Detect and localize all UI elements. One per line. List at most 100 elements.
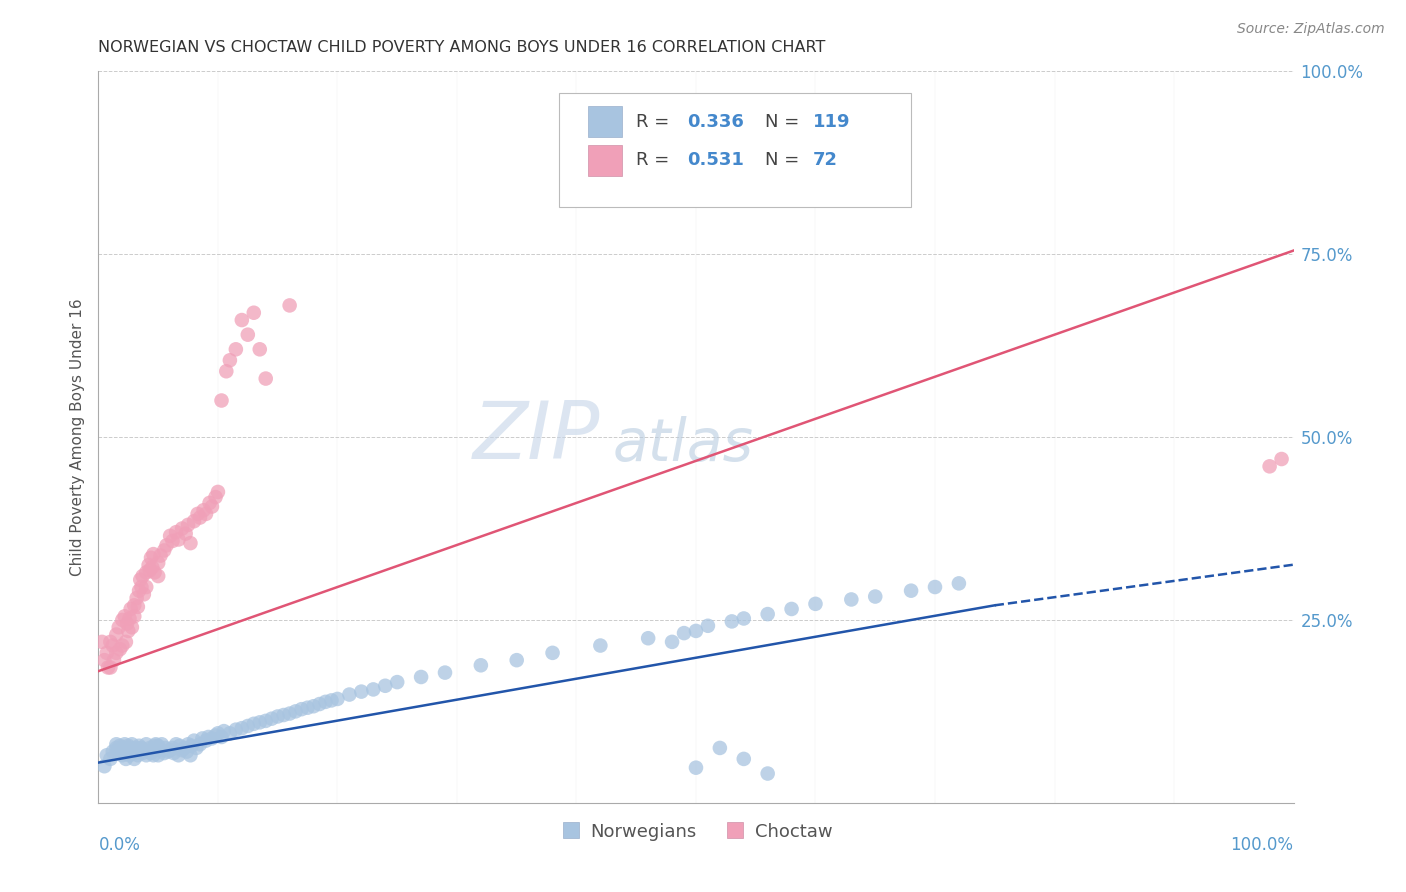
Point [186, 740, 208, 755]
Point [541, 646, 564, 660]
Point [93, 759, 115, 773]
Point [127, 748, 149, 763]
FancyBboxPatch shape [589, 145, 621, 176]
Point [187, 507, 209, 521]
Point [225, 343, 247, 357]
Point [114, 737, 136, 751]
Point [121, 737, 143, 751]
Point [1271, 452, 1294, 467]
Y-axis label: Child Poverty Among Boys Under 16: Child Poverty Among Boys Under 16 [69, 298, 84, 576]
Point [183, 514, 205, 528]
Point [243, 306, 266, 320]
Point [149, 743, 172, 757]
Point [709, 740, 731, 755]
Point [204, 729, 226, 743]
Point [128, 739, 150, 753]
Point [284, 705, 307, 719]
Point [1258, 459, 1281, 474]
Point [204, 490, 226, 504]
Point [101, 639, 124, 653]
Point [924, 580, 946, 594]
Point [108, 739, 131, 753]
Point [673, 626, 696, 640]
Point [374, 679, 396, 693]
Text: 119: 119 [813, 112, 851, 131]
Point [131, 740, 153, 755]
Point [225, 723, 247, 737]
Text: N =: N = [765, 152, 806, 169]
Point [721, 615, 744, 629]
Point [120, 602, 142, 616]
Point [321, 693, 343, 707]
Point [103, 653, 125, 667]
Point [117, 739, 139, 753]
Point [118, 611, 141, 625]
Point [143, 566, 166, 580]
Point [172, 521, 194, 535]
Point [900, 583, 922, 598]
Point [661, 635, 683, 649]
Point [105, 737, 128, 751]
Point [260, 712, 283, 726]
Point [105, 646, 128, 660]
Point [148, 569, 170, 583]
Point [120, 740, 142, 755]
Point [193, 503, 215, 517]
Point [733, 611, 755, 625]
Point [117, 624, 139, 638]
Point [124, 752, 146, 766]
Point [326, 692, 349, 706]
Point [385, 675, 409, 690]
Text: R =: R = [637, 112, 675, 131]
Point [177, 517, 200, 532]
FancyBboxPatch shape [589, 106, 621, 137]
Point [135, 580, 157, 594]
Point [339, 688, 361, 702]
Point [315, 695, 337, 709]
Point [188, 737, 211, 751]
Point [215, 364, 238, 378]
Point [124, 599, 146, 613]
Point [111, 639, 134, 653]
Point [142, 748, 165, 763]
Text: 0.0%: 0.0% [98, 836, 141, 854]
Point [308, 697, 330, 711]
Point [411, 670, 433, 684]
Point [155, 740, 177, 755]
Point [176, 745, 198, 759]
Point [589, 639, 612, 653]
Point [107, 620, 129, 634]
Text: 72: 72 [813, 152, 838, 169]
Point [804, 597, 827, 611]
Point [141, 560, 163, 574]
Point [201, 731, 224, 746]
Point [115, 616, 138, 631]
Point [219, 353, 242, 368]
Point [98, 660, 122, 674]
Point [124, 746, 146, 760]
Point [506, 653, 529, 667]
Point [121, 745, 143, 759]
Point [236, 327, 259, 342]
Text: ZIP: ZIP [472, 398, 600, 476]
Point [249, 343, 271, 357]
Point [111, 613, 134, 627]
Point [267, 709, 290, 723]
Point [127, 599, 149, 614]
Text: N =: N = [765, 112, 806, 131]
Point [470, 658, 492, 673]
Point [207, 485, 229, 500]
Point [278, 298, 301, 312]
FancyBboxPatch shape [558, 94, 911, 207]
Point [637, 632, 659, 646]
Point [132, 587, 155, 601]
Point [165, 525, 187, 540]
Point [97, 660, 120, 674]
Point [302, 699, 325, 714]
Text: 0.336: 0.336 [688, 112, 745, 131]
Point [156, 745, 179, 759]
Point [211, 393, 233, 408]
Text: atlas: atlas [613, 416, 754, 473]
Point [108, 642, 131, 657]
Point [139, 563, 162, 577]
